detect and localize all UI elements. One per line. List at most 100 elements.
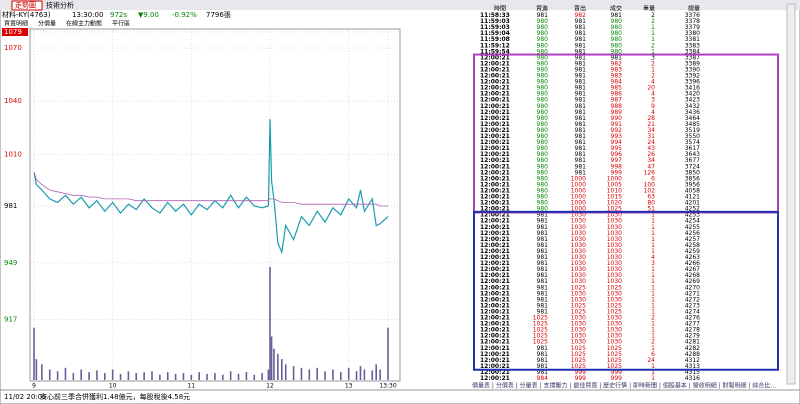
table-cell: 80: [647, 200, 655, 207]
table-cell: 980: [537, 121, 549, 128]
volume-bar: [111, 369, 114, 380]
toolbar-button[interactable]: 分價量: [38, 20, 56, 28]
table-cell: 12:00:21: [480, 54, 510, 61]
table-cell: 4255: [685, 224, 700, 231]
table-cell: 12:00:21: [480, 345, 510, 352]
table-cell: 1030: [571, 315, 586, 322]
table-cell: 986: [611, 91, 623, 98]
table-cell: 12:00:21: [480, 339, 510, 346]
table-cell: 26: [647, 151, 655, 158]
table-cell: 999: [575, 375, 587, 382]
toolbar-button[interactable]: 在線主力動態: [66, 20, 102, 28]
table-cell: 1030: [571, 272, 586, 279]
table-cell: 1025: [607, 351, 622, 358]
volume-bar: [273, 348, 275, 380]
table-cell: 12:00:21: [480, 218, 510, 225]
table-cell: 991: [611, 121, 623, 128]
table-cell: 980: [611, 36, 623, 43]
volume-bar: [277, 353, 279, 380]
table-cell: 12:00:21: [480, 169, 510, 176]
tab[interactable]: [11, 0, 43, 11]
table-cell: 999: [611, 375, 623, 382]
tab-label[interactable]: 走勢圖: [15, 1, 36, 10]
table-cell: 12:00:21: [480, 79, 510, 86]
news-text[interactable]: 安心前三季合併獲利1.48億元，每股稅後4.58元: [40, 392, 190, 401]
table-cell: 34: [647, 157, 655, 164]
table-cell: 1000: [571, 175, 586, 182]
table-cell: 12:00:21: [480, 260, 510, 267]
table-cell: 980: [537, 194, 549, 201]
quote-change: ▼9.00: [138, 11, 159, 19]
table-cell: 12:00:21: [480, 236, 510, 243]
y-tick-label: 1040: [4, 97, 22, 105]
table-cell: 1025: [571, 308, 586, 315]
table-cell: 980: [537, 175, 549, 182]
table-cell: 1000: [571, 181, 586, 188]
tab-label[interactable]: 技術分析: [46, 1, 74, 10]
table-cell: 3416: [685, 85, 700, 92]
volume-bar: [96, 370, 98, 380]
table-cell: 63: [647, 194, 655, 201]
news-time: 11/02 20:05: [4, 393, 47, 401]
table-cell: 1030: [607, 272, 622, 279]
table-cell: 980: [537, 206, 549, 213]
table-header: 單量: [643, 6, 655, 13]
table-cell: 980: [611, 42, 623, 49]
table-cell: 12:00:21: [480, 369, 510, 376]
table-cell: 12:00:21: [480, 139, 510, 146]
table-cell: 1030: [571, 278, 586, 285]
table-cell: 1020: [607, 200, 622, 207]
table-tabs[interactable]: 價量表 | 分價表 | 分量表 | 支撐壓力 | 最佳買賣 | 歷史行情 | 即…: [472, 382, 776, 390]
table-cell: 981: [575, 24, 587, 31]
table-cell: 1: [651, 218, 655, 225]
table-cell: 981: [537, 357, 549, 364]
table-cell: 1000: [571, 206, 586, 213]
table-cell: 981: [537, 230, 549, 237]
table-cell: 981: [537, 345, 549, 352]
table-cell: 980: [611, 48, 623, 55]
table-cell: 12:00:21: [480, 85, 510, 92]
volume-bar: [48, 369, 51, 380]
table-cell: 993: [611, 133, 623, 140]
table-cell: 12:00:21: [480, 187, 510, 194]
table-cell: 12:00:21: [480, 333, 510, 340]
table-cell: 12:00:21: [480, 60, 510, 67]
table-cell: 980: [537, 145, 549, 152]
table-cell: 980: [537, 127, 549, 134]
table-cell: 3389: [685, 60, 700, 67]
table-cell: 12:00:21: [480, 242, 510, 249]
table-cell: 1: [651, 48, 655, 55]
table-cell: 4277: [685, 321, 700, 328]
volume-bar: [41, 364, 43, 380]
table-cell: 981: [575, 133, 587, 140]
table-cell: 12:00:21: [480, 290, 510, 297]
table-cell: 1030: [607, 248, 622, 255]
table-cell: 981: [575, 54, 587, 61]
table-cell: 980: [537, 79, 549, 86]
table-cell: 981: [575, 163, 587, 170]
table-cell: 1030: [607, 230, 622, 237]
y-tick-label: 981: [4, 202, 17, 210]
table-cell: 1: [651, 266, 655, 273]
toolbar-button[interactable]: 買賣明細: [4, 20, 28, 28]
table-cell: 21: [647, 121, 655, 128]
volume-bar: [159, 374, 161, 380]
table-cell: 4267: [685, 266, 700, 273]
table-cell: 43: [647, 145, 655, 152]
volume-bar: [229, 371, 232, 380]
table-cell: 9: [651, 103, 655, 110]
table-cell: 11:59:12: [480, 42, 510, 49]
table-cell: 4: [651, 79, 655, 86]
toolbar-button[interactable]: 平行區: [112, 20, 130, 28]
table-cell: 981: [537, 218, 549, 225]
y-tick-label: 917: [4, 316, 17, 324]
table-cell: 980: [537, 133, 549, 140]
scrollbar[interactable]: [786, 3, 796, 385]
table-cell: 987: [611, 97, 623, 104]
table-cell: 3396: [685, 79, 700, 86]
table-cell: 1: [651, 66, 655, 73]
table-cell: 996: [611, 151, 623, 158]
volume-bar: [371, 370, 374, 380]
table-cell: 1: [651, 36, 655, 43]
table-cell: 1030: [607, 236, 622, 243]
